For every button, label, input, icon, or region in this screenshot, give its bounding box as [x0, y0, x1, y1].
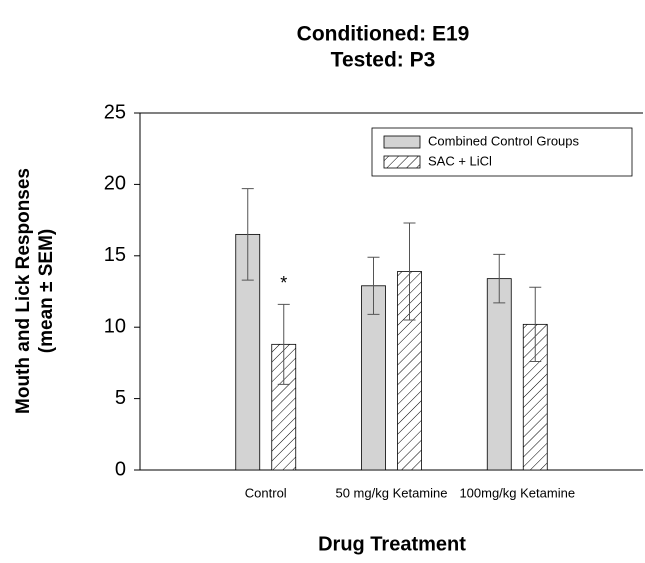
error-bar: [493, 253, 506, 304]
x-tick-label: 50 mg/kg Ketamine: [335, 485, 447, 500]
legend-swatch: [383, 135, 421, 149]
y-tick-label: 25: [104, 101, 126, 123]
chart-title: Tested: P3: [331, 49, 436, 72]
x-axis-label: Drug Treatment: [318, 533, 466, 555]
y-tick-label: 20: [104, 173, 126, 195]
legend-label: SAC + LiCl: [428, 153, 492, 168]
y-axis-label: Mouth and Lick Responses: [13, 168, 34, 414]
legend-label: Combined Control Groups: [428, 133, 580, 148]
error-bar: [529, 286, 542, 362]
error-bar: [241, 188, 254, 281]
bar: [361, 285, 386, 471]
legend-swatch: [383, 155, 421, 169]
bar: [486, 278, 512, 471]
annotation: *: [280, 273, 287, 293]
error-bar: [367, 256, 380, 315]
error-bar: [403, 222, 416, 321]
y-tick-label: 0: [115, 458, 126, 480]
y-axis-label: (mean ± SEM): [36, 229, 57, 353]
y-tick-label: 15: [104, 244, 126, 266]
x-tick-label: Control: [245, 485, 287, 500]
y-tick-label: 5: [115, 387, 126, 409]
x-tick-label: 100mg/kg Ketamine: [459, 485, 575, 500]
chart-title: Conditioned: E19: [297, 23, 470, 46]
error-bar: [277, 303, 290, 385]
y-tick-label: 10: [104, 315, 126, 337]
